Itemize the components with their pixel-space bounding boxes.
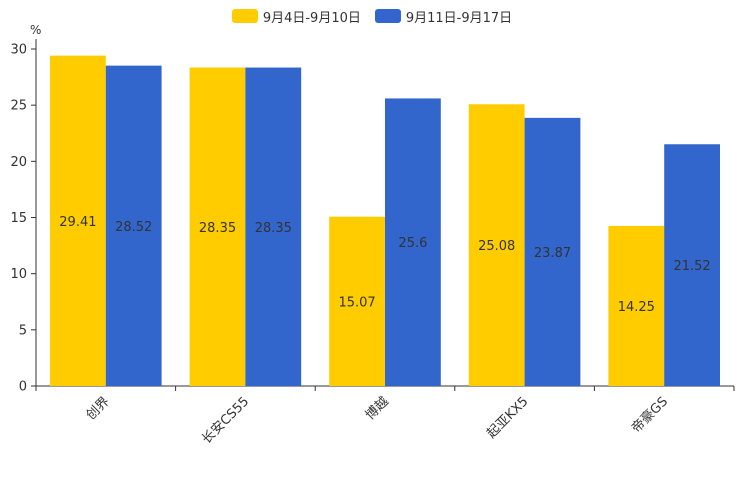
bar-长安CS55-series-2[interactable] — [245, 67, 302, 386]
x-tick-label: 博越 — [363, 394, 392, 423]
data-label: 25.08 — [478, 239, 515, 254]
chart-legend: 9月4日-9月10日 9月11日-9月17日 — [0, 6, 744, 26]
data-labels-group: 29.41 28.52 28.35 28.35 15.07 25.6 25.08 23.87 1… — [59, 215, 710, 315]
data-label: 23.87 — [534, 246, 571, 261]
legend-label-series-2: 9月11日-9月17日 — [405, 10, 513, 26]
y-tick-label: 0 — [19, 380, 27, 395]
y-tick-label: 25 — [10, 99, 27, 114]
data-label: 28.35 — [255, 221, 292, 236]
data-label: 25.6 — [398, 236, 427, 251]
data-label: 21.52 — [673, 259, 710, 274]
x-tick-label: 创界 — [84, 394, 113, 423]
x-tick-label: 帝豪GS — [628, 394, 671, 437]
legend-label-series-1: 9月4日-9月10日 — [262, 10, 361, 26]
data-label: 28.52 — [115, 220, 152, 235]
y-tick-label: 5 — [19, 323, 27, 338]
y-tick-label: 30 — [10, 43, 27, 58]
bar-创界-series-1[interactable] — [50, 55, 106, 387]
legend-swatch-series-2 — [374, 9, 401, 23]
bar-博越-series-1[interactable] — [329, 216, 385, 386]
data-label: 15.07 — [338, 295, 375, 310]
bar-帝豪GS-series-1[interactable] — [608, 225, 665, 386]
x-tick-labels-group: 创界 长安CS55 博越 起亚KX5 帝豪GS — [84, 394, 671, 448]
x-tick-label: 长安CS55 — [199, 394, 252, 447]
data-label: 14.25 — [618, 300, 655, 315]
legend-item-series-1[interactable]: 9月4日-9月10日 — [231, 7, 361, 26]
bar-创界-series-2[interactable] — [105, 65, 162, 386]
y-tick-label: 10 — [10, 267, 27, 282]
y-axis-unit-label: % — [30, 23, 41, 37]
bar-起亚KX5-series-1[interactable] — [468, 104, 525, 386]
bar-起亚KX5-series-2[interactable] — [524, 117, 581, 386]
x-tick-label: 起亚KX5 — [484, 394, 531, 441]
legend-item-series-2[interactable]: 9月11日-9月17日 — [374, 7, 513, 26]
y-tick-label: 20 — [10, 155, 27, 170]
y-tick-label: 15 — [10, 211, 27, 226]
data-label: 28.35 — [199, 221, 236, 236]
legend-swatch-series-1 — [231, 9, 258, 23]
data-label: 29.41 — [59, 215, 96, 230]
bar-长安CS55-series-1[interactable] — [189, 67, 246, 386]
bar-帝豪GS-series-2[interactable] — [664, 144, 720, 386]
bars-group — [50, 55, 720, 387]
bar-博越-series-2[interactable] — [385, 98, 441, 386]
